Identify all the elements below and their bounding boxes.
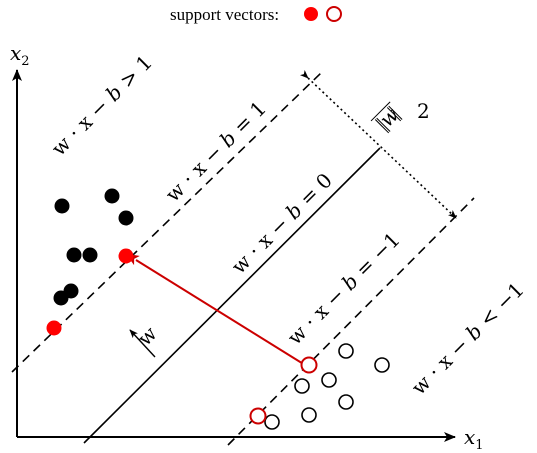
- filled-point: [118, 210, 134, 226]
- label-decision: w · x − b = 0: [227, 168, 337, 278]
- margin-width-arrow: [299, 70, 457, 219]
- margin-width-label: w: [370, 101, 404, 134]
- hollow-point: [301, 407, 317, 423]
- hollow-point: [264, 414, 280, 430]
- margin-line-lower: [227, 197, 475, 446]
- margin-norm-bar-4: [388, 105, 403, 120]
- normal-vector-arrow: [129, 329, 156, 358]
- y-axis-var: x: [10, 41, 21, 65]
- class-hollow-points: [249, 343, 390, 430]
- legend: support vectors:: [170, 5, 342, 24]
- x-axis-var: x: [464, 425, 475, 449]
- x-axis-label: x1: [464, 425, 484, 453]
- hollow-point: [338, 343, 354, 359]
- label-margin-lower-rhs: = −1: [346, 227, 405, 286]
- margin-line-upper: [11, 71, 323, 373]
- margin-width-numerator: 2: [417, 99, 430, 123]
- label-margin-upper: w · x − b = 1: [161, 96, 271, 206]
- label-margin-lower-lhs: w · x −: [283, 278, 354, 349]
- normal-vector: w: [129, 321, 162, 358]
- label-region-lower-rhs: < −1: [470, 277, 529, 336]
- hollow-point: [338, 394, 354, 410]
- y-axis-label: x2: [10, 41, 30, 69]
- support-vector-distance-arrow: [125, 253, 306, 366]
- margin-norm-bar-2: [376, 117, 391, 132]
- margin-norm-bar-1: [374, 119, 390, 134]
- normal-vector-label: w: [133, 321, 162, 350]
- margin-norm-bar-3: [386, 107, 402, 122]
- hollow-support-vector: [300, 356, 318, 374]
- label-region-lower-lhs: w · x −: [407, 328, 478, 399]
- legend-filled-support-vector: [304, 7, 318, 21]
- label-region-lower: w · x − b < −1: [407, 277, 529, 399]
- margin-fraction-bar: [370, 101, 391, 122]
- label-margin-lower: w · x − b = −1: [283, 227, 405, 349]
- hollow-point: [321, 372, 337, 388]
- filled-point: [54, 198, 70, 214]
- label-decision-lhs: w · x −: [227, 207, 298, 278]
- filled-support-vector: [118, 248, 134, 264]
- label-margin-upper-lhs: w · x −: [161, 135, 232, 206]
- legend-label: support vectors:: [170, 5, 279, 24]
- hollow-support-vector: [249, 407, 267, 425]
- x-axis-sub: 1: [475, 438, 483, 453]
- filled-point: [104, 188, 120, 204]
- class-filled-points: [46, 188, 134, 336]
- y-axis-sub: 2: [21, 54, 29, 69]
- filled-point: [82, 247, 98, 263]
- legend-hollow-support-vector: [326, 6, 342, 22]
- hollow-point: [294, 378, 310, 394]
- filled-support-vector: [46, 320, 62, 336]
- filled-point: [53, 290, 69, 306]
- label-region-upper-lhs: w · x −: [47, 89, 118, 160]
- filled-point: [66, 247, 82, 263]
- label-region-upper: w · x − b > 1: [47, 50, 157, 160]
- hollow-point: [374, 357, 390, 373]
